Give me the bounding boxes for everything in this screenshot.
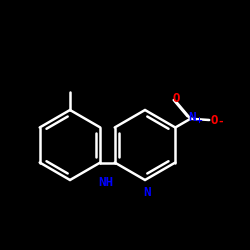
Text: +: + (195, 116, 202, 125)
Text: N: N (144, 186, 151, 199)
Text: -: - (219, 117, 223, 127)
Text: O: O (173, 92, 180, 105)
Text: O: O (211, 114, 218, 126)
Text: NH: NH (99, 176, 114, 189)
Text: N: N (188, 111, 196, 124)
